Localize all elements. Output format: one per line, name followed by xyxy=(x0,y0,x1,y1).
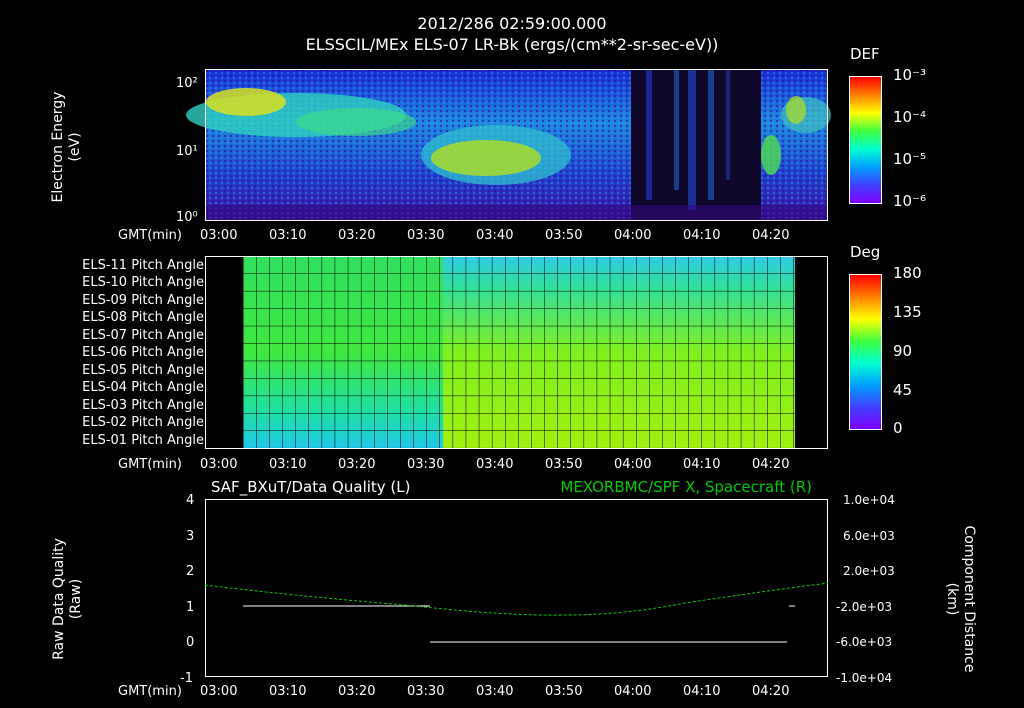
line-panel-left-title: SAF_BXuT/Data Quality (L) xyxy=(211,478,411,496)
time-tick: 04:10 xyxy=(683,457,721,472)
ytick-right: -6.0e+03 xyxy=(836,635,893,649)
ytick-left: 4 xyxy=(186,493,195,508)
line-panel-right-title: MEXORBMC/SPF X, Spacecraft (R) xyxy=(560,478,812,496)
time-tick: 04:00 xyxy=(614,457,652,472)
ytick-energy-1: 10⁰ xyxy=(176,210,198,225)
time-tick: 04:10 xyxy=(683,228,721,243)
time-tick: 03:20 xyxy=(338,457,376,472)
ytick-right: 1.0e+04 xyxy=(843,493,895,507)
time-tick: 04:20 xyxy=(752,684,790,699)
time-tick: 03:30 xyxy=(407,228,445,243)
time-tick: 03:40 xyxy=(476,228,514,243)
time-tick: 03:10 xyxy=(269,228,307,243)
ytick-left: 3 xyxy=(186,529,195,544)
time-axis-label: GMT(min) xyxy=(118,457,182,472)
deg-colorbar-tick: 0 xyxy=(893,419,903,437)
def-colorbar-title: DEF xyxy=(850,45,880,63)
def-colorbar-tick: 10⁻⁶ xyxy=(893,192,927,210)
energy-spectrogram xyxy=(186,70,831,220)
pitch-row-label: ELS-09 Pitch Angle xyxy=(82,293,204,308)
time-tick: 03:50 xyxy=(545,684,583,699)
ytick-energy-100: 10² xyxy=(176,76,198,91)
component-distance-axis-label-line2: (km) xyxy=(944,582,960,616)
pitch-row-label: ELS-07 Pitch Angle xyxy=(82,328,204,343)
energy-axis-label-line1: Electron Energy xyxy=(50,91,66,203)
pitch-angle-frame xyxy=(205,256,828,449)
time-tick: 03:30 xyxy=(407,684,445,699)
deg-colorbar-tick: 45 xyxy=(893,381,913,399)
time-axis-label: GMT(min) xyxy=(118,228,182,243)
data-quality-axis-label: Raw Data Quality (Raw) xyxy=(51,519,85,679)
pitch-row-label: ELS-11 Pitch Angle xyxy=(82,258,204,273)
time-tick: 03:40 xyxy=(476,457,514,472)
time-tick: 04:20 xyxy=(752,457,790,472)
def-colorbar xyxy=(849,76,882,204)
time-axis-label: GMT(min) xyxy=(118,684,182,699)
pitch-row-label: ELS-02 Pitch Angle xyxy=(82,415,204,430)
time-tick: 04:00 xyxy=(614,228,652,243)
pitch-row-label: ELS-08 Pitch Angle xyxy=(82,310,204,325)
energy-spectrogram-frame xyxy=(205,69,828,221)
deg-colorbar xyxy=(849,274,882,430)
pitch-row-label: ELS-01 Pitch Angle xyxy=(82,433,204,448)
component-distance-axis-label: Component Distance (km) xyxy=(943,519,977,679)
ytick-left: -1 xyxy=(180,671,193,686)
time-tick: 03:10 xyxy=(269,457,307,472)
ytick-left: 2 xyxy=(186,564,195,579)
ytick-right: 6.0e+03 xyxy=(843,529,895,543)
deg-colorbar-tick: 135 xyxy=(893,303,922,321)
energy-axis-label-line2: (eV) xyxy=(67,132,83,162)
time-tick: 03:30 xyxy=(407,457,445,472)
pitch-row-label: ELS-05 Pitch Angle xyxy=(82,363,204,378)
time-tick: 03:00 xyxy=(200,684,238,699)
time-tick: 03:00 xyxy=(200,228,238,243)
time-tick: 04:10 xyxy=(683,684,721,699)
data-quality-axis-label-line2: (Raw) xyxy=(68,578,84,620)
time-tick: 04:20 xyxy=(752,228,790,243)
data-quality-axis-label-line1: Raw Data Quality xyxy=(51,538,67,660)
time-tick: 03:20 xyxy=(338,684,376,699)
energy-axis-label: Electron Energy (eV) xyxy=(50,72,84,222)
chart-timestamp: 2012/286 02:59:00.000 xyxy=(417,14,607,33)
time-tick: 03:40 xyxy=(476,684,514,699)
def-colorbar-tick: 10⁻⁴ xyxy=(893,108,927,126)
chart-title: ELSSCIL/MEx ELS-07 LR-Bk (ergs/(cm**2-sr… xyxy=(305,35,719,54)
pitch-angle-grid xyxy=(243,256,795,448)
time-tick: 03:50 xyxy=(545,457,583,472)
ytick-energy-10: 10¹ xyxy=(176,144,198,159)
line-plot xyxy=(204,499,829,677)
def-colorbar-tick: 10⁻³ xyxy=(893,66,927,84)
time-tick: 03:50 xyxy=(545,228,583,243)
ytick-right: -1.0e+04 xyxy=(836,671,893,685)
pitch-row-label: ELS-10 Pitch Angle xyxy=(82,275,204,290)
deg-colorbar-tick: 180 xyxy=(893,264,922,282)
time-tick: 04:00 xyxy=(614,684,652,699)
pitch-row-label: ELS-04 Pitch Angle xyxy=(82,380,204,395)
ytick-left: 1 xyxy=(186,600,195,615)
ytick-right: -2.0e+03 xyxy=(836,600,893,614)
ytick-left: 0 xyxy=(186,635,195,650)
deg-colorbar-title: Deg xyxy=(850,243,881,261)
pitch-row-label: ELS-06 Pitch Angle xyxy=(82,345,204,360)
time-tick: 03:00 xyxy=(200,457,238,472)
time-tick: 03:20 xyxy=(338,228,376,243)
pitch-row-label: ELS-03 Pitch Angle xyxy=(82,398,204,413)
def-colorbar-tick: 10⁻⁵ xyxy=(893,150,927,168)
time-tick: 03:10 xyxy=(269,684,307,699)
ytick-right: 2.0e+03 xyxy=(843,564,895,578)
deg-colorbar-tick: 90 xyxy=(893,342,913,360)
component-distance-axis-label-line1: Component Distance xyxy=(961,525,977,673)
